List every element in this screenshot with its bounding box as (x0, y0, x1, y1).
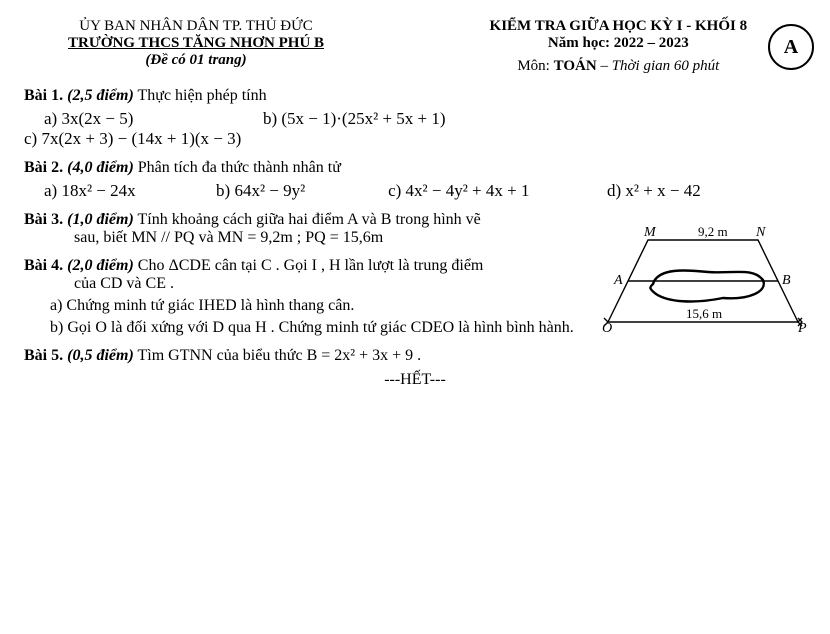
bai5-pts: (0,5 điểm) (67, 347, 134, 364)
subject-pre: Môn: (517, 58, 553, 74)
figure-svg: M 9,2 m N A B Q 15,6 m P (598, 222, 808, 332)
header-left: ỦY BAN NHÂN DÂN TP. THỦ ĐỨC TRƯỜNG THCS … (24, 18, 368, 69)
bai1-label: Bài 1. (24, 87, 63, 104)
trapezoid-figure: M 9,2 m N A B Q 15,6 m P (598, 222, 808, 332)
bai1-b: b) (5x − 1)·(25x² + 5x + 1) (263, 109, 545, 129)
bai2-d: d) x² + x − 42 (607, 181, 779, 201)
end-marker: ---HẾT--- (24, 371, 806, 389)
bai2-text: Phân tích đa thức thành nhân tử (138, 159, 341, 176)
subject-post: – Thời gian 60 phút (597, 58, 720, 74)
label-botlen: 15,6 m (686, 306, 722, 321)
bai4-text1: Cho ΔCDE cân tại C . Gọi I , H lần lượt … (138, 257, 484, 274)
bai-2: Bài 2. (4,0 điểm) Phân tích đa thức thàn… (24, 159, 806, 201)
page-count-line: (Đề có 01 trang) (24, 52, 368, 69)
bai3-pts: (1,0 điểm) (67, 211, 134, 228)
bai-5: Bài 5. (0,5 điểm) Tìm GTNN của biểu thức… (24, 347, 806, 365)
authority-line: ỦY BAN NHÂN DÂN TP. THỦ ĐỨC (24, 18, 368, 35)
bai4-label: Bài 4. (24, 257, 63, 274)
bai2-row: a) 18x² − 24x b) 64x² − 9y² c) 4x² − 4y²… (24, 181, 806, 201)
subject-time: Môn: TOÁN – Thời gian 60 phút (431, 58, 806, 75)
bai2-label: Bài 2. (24, 159, 63, 176)
label-Q: Q (602, 321, 612, 332)
bai5-label: Bài 5. (24, 347, 63, 364)
header-right: KIỂM TRA GIỮA HỌC KỲ I - KHỐI 8 Năm học:… (431, 18, 806, 75)
bai1-row: a) 3x(2x − 5) b) (5x − 1)·(25x² + 5x + 1… (24, 109, 806, 149)
bai1-pts: (2,5 điểm) (67, 87, 134, 104)
label-toplen: 9,2 m (698, 224, 728, 239)
lake-blob-icon (650, 270, 763, 301)
exam-page: ỦY BAN NHÂN DÂN TP. THỦ ĐỨC TRƯỜNG THCS … (0, 0, 830, 399)
label-P: P (797, 321, 807, 332)
bai4-pts: (2,0 điểm) (67, 257, 134, 274)
label-B: B (782, 273, 791, 288)
bai2-b: b) 64x² − 9y² (216, 181, 388, 201)
bai2-pts: (4,0 điểm) (67, 159, 134, 176)
bai2-a: a) 18x² − 24x (24, 181, 216, 201)
bai3-text1: Tính khoảng cách giữa hai điểm A và B tr… (138, 211, 481, 228)
bai-1: Bài 1. (2,5 điểm) Thực hiện phép tính a)… (24, 87, 806, 149)
header: ỦY BAN NHÂN DÂN TP. THỦ ĐỨC TRƯỜNG THCS … (24, 18, 806, 75)
bai1-a: a) 3x(2x − 5) (24, 109, 263, 129)
label-N: N (755, 225, 766, 240)
variant-badge: A (768, 24, 814, 70)
school-line: TRƯỜNG THCS TĂNG NHƠN PHÚ B (24, 35, 368, 52)
label-M: M (643, 225, 657, 240)
bai1-text: Thực hiện phép tính (138, 87, 267, 104)
bai1-c: c) 7x(2x + 3) − (14x + 1)(x − 3) (24, 129, 306, 149)
bai5-text: Tìm GTNN của biểu thức B = 2x² + 3x + 9 … (138, 347, 422, 364)
subject-bold: TOÁN (554, 58, 597, 74)
label-A: A (613, 273, 623, 288)
exam-title: KIỂM TRA GIỮA HỌC KỲ I - KHỐI 8 (431, 18, 806, 35)
bai2-c: c) 4x² − 4y² + 4x + 1 (388, 181, 607, 201)
bai3-label: Bài 3. (24, 211, 63, 228)
school-year: Năm học: 2022 – 2023 (431, 35, 806, 52)
